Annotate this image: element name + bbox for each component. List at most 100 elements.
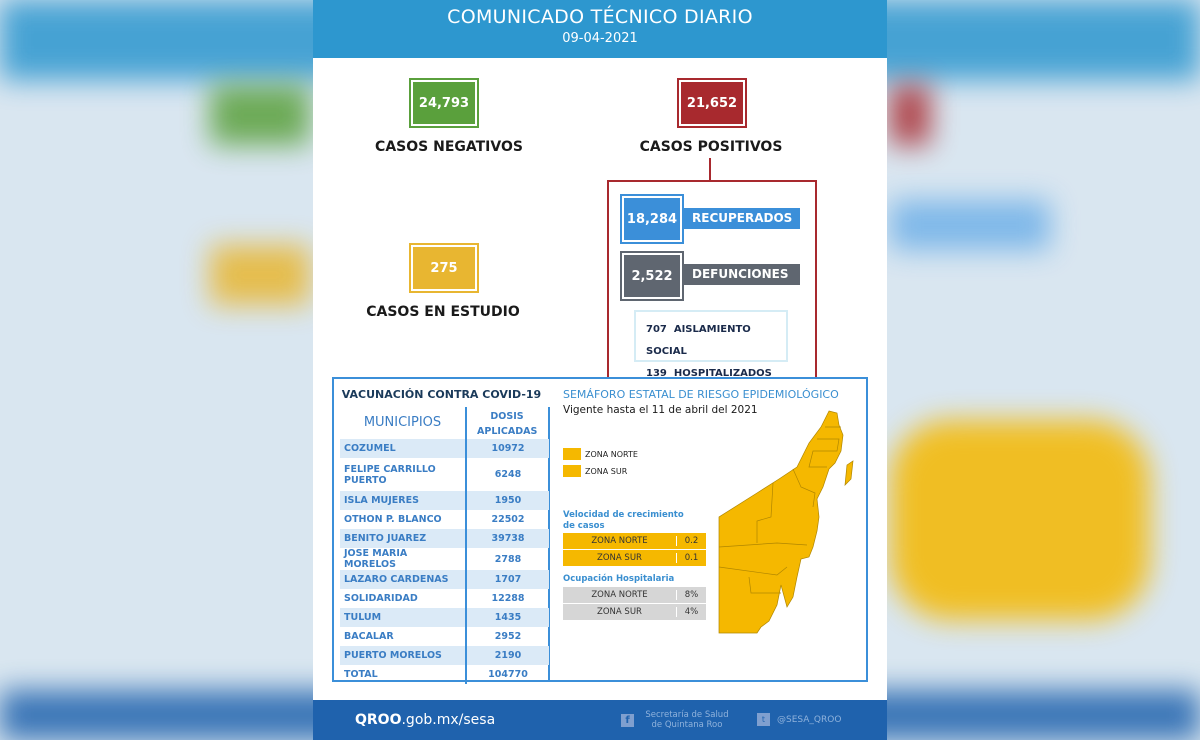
blurred-background: [210, 245, 310, 305]
table-row: COZUMEL 10972: [340, 439, 549, 458]
dosis: 104770: [465, 665, 549, 684]
table-row: SOLIDARIDAD 12288: [340, 589, 549, 608]
value: 0.1: [676, 553, 706, 563]
municipio: ISLA MUJERES: [340, 491, 466, 510]
zone: ZONA SUR: [597, 553, 642, 563]
twitter-label: @SESA_QROO: [777, 714, 842, 725]
bottom-panel: VACUNACIÓN CONTRA COVID-19 MUNICIPIOS DO…: [332, 377, 868, 684]
table-row: ZONA NORTE 8%: [563, 587, 706, 604]
negativos-value: 24,793: [413, 82, 475, 124]
municipio: LAZARO CARDENAS: [340, 570, 466, 589]
legend-swatch: [563, 448, 581, 460]
facebook-label: Secretaría de Salud de Quintana Roo: [645, 710, 729, 730]
municipio: OTHON P. BLANCO: [344, 514, 442, 525]
dosis: 2190: [465, 646, 549, 665]
zone: ZONA NORTE: [591, 536, 648, 546]
estudio-label: CASOS EN ESTUDIO: [366, 304, 520, 320]
table-row: BACALAR 2952: [340, 627, 549, 646]
site-bold: QROO: [355, 712, 402, 728]
negativos-label: CASOS NEGATIVOS: [375, 139, 523, 155]
municipio: JOSE MARIA MORELOS: [344, 548, 408, 570]
hospitalizados-value: 139: [646, 368, 667, 379]
municipio: SOLIDARIDAD: [344, 593, 418, 604]
table-row: PUERTO MORELOS 2190: [340, 646, 549, 665]
footer: QROO.gob.mx/sesa f Secretaría de Salud d…: [313, 700, 887, 740]
municipio: PUERTO MORELOS: [340, 646, 466, 665]
dosis: 6248: [465, 458, 549, 491]
table-row: TOTAL 104770: [340, 665, 549, 684]
recuperados-value: 18,284: [620, 194, 684, 244]
velocidad-table: ZONA NORTE 0.2 ZONA SUR 0.1: [563, 533, 706, 567]
defunciones-label: DEFUNCIONES: [682, 264, 800, 285]
hospitalizados-label: HOSPITALIZADOS: [673, 368, 772, 379]
value: 8%: [676, 590, 706, 600]
aislamiento-box: 707 AISLAMIENTO SOCIAL 139 HOSPITALIZADO…: [634, 310, 788, 379]
velocidad-title: Velocidad de crecimiento de casos: [563, 510, 684, 531]
positivos-value: 21,652: [681, 82, 743, 124]
positivos-box: 21,652: [677, 78, 747, 128]
estudio-box: 275: [409, 243, 479, 293]
dosis: 22502: [465, 510, 549, 529]
table-row: JOSE MARIA MORELOS 2788: [340, 548, 549, 570]
legend-swatch: [563, 465, 581, 477]
quintana-roo-map: [718, 410, 854, 634]
value: 0.2: [676, 536, 706, 546]
positivos-frame: [607, 180, 817, 380]
site-rest: .gob.mx/sesa: [401, 712, 496, 728]
municipio: FELIPE CARRILLO PUERTO: [344, 463, 436, 486]
table-row: TULUM 1435: [340, 608, 549, 627]
facebook-icon: f: [621, 713, 634, 727]
table-row: BENITO JUAREZ 39738: [340, 529, 549, 548]
blurred-background: [890, 200, 1050, 250]
municipio: TULUM: [340, 608, 466, 627]
vacunacion-table: COZUMEL 10972 FELIPE CARRILLO PUERTO 6248 IS…: [340, 439, 549, 684]
dosis: 1435: [465, 608, 549, 627]
map-state: [718, 410, 844, 634]
dosis: 10972: [465, 439, 549, 458]
blurred-background: [210, 85, 310, 145]
semaforo-subtitle: Vigente hasta el 11 de abril del 2021: [563, 404, 758, 416]
vacunacion-title: VACUNACIÓN CONTRA COVID-19: [341, 388, 542, 401]
municipio: BENITO JUAREZ: [340, 529, 466, 548]
map-cozumel: [844, 460, 854, 486]
col-dosis: DOSIS APLICADAS: [477, 411, 538, 437]
value: 4%: [676, 607, 706, 617]
municipio: TOTAL: [344, 669, 378, 680]
estudio-value: 275: [413, 247, 475, 289]
aislamiento-value: 707: [646, 324, 667, 335]
col-municipios: MUNICIPIOS: [363, 415, 442, 430]
legend-label: ZONA SUR: [585, 466, 628, 476]
title: COMUNICADO TÉCNICO DIARIO: [447, 6, 753, 28]
map-borders: [718, 426, 841, 594]
dosis: 1707: [465, 570, 549, 589]
dosis: 39738: [465, 529, 549, 548]
twitter-icon: t: [757, 713, 770, 726]
municipio: COZUMEL: [340, 439, 466, 458]
ocupacion-table: ZONA NORTE 8% ZONA SUR 4%: [563, 587, 706, 621]
dosis: 2952: [465, 627, 549, 646]
table-row: ZONA SUR 0.1: [563, 550, 706, 567]
negativos-box: 24,793: [409, 78, 479, 128]
table-row: ZONA NORTE 0.2: [563, 533, 706, 550]
panel-divider: [548, 407, 550, 682]
table-row: ZONA SUR 4%: [563, 604, 706, 621]
municipio: BACALAR: [344, 631, 394, 642]
website-link[interactable]: QROO.gob.mx/sesa: [355, 712, 495, 728]
twitter-link[interactable]: t @SESA_QROO: [757, 713, 841, 726]
defunciones-value: 2,522: [620, 251, 684, 301]
legend-label: ZONA NORTE: [585, 449, 638, 459]
infographic: COMUNICADO TÉCNICO DIARIO 09-04-2021 24,…: [313, 0, 887, 740]
legend-zona-norte: ZONA NORTE: [563, 448, 638, 460]
table-row: FELIPE CARRILLO PUERTO 6248: [340, 458, 549, 491]
table-row: LAZARO CARDENAS 1707: [340, 570, 549, 589]
blurred-background: [890, 85, 930, 145]
legend-zona-sur: ZONA SUR: [563, 465, 627, 477]
ocupacion-title: Ocupación Hospitalaria: [563, 574, 675, 584]
table-row: OTHON P. BLANCO 22502: [340, 510, 549, 529]
date: 09-04-2021: [562, 31, 638, 46]
zone: ZONA NORTE: [591, 590, 648, 600]
dosis: 12288: [465, 589, 549, 608]
facebook-link[interactable]: f Secretaría de Salud de Quintana Roo: [621, 710, 733, 730]
positivos-label: CASOS POSITIVOS: [639, 139, 783, 155]
dosis: 1950: [465, 491, 549, 510]
